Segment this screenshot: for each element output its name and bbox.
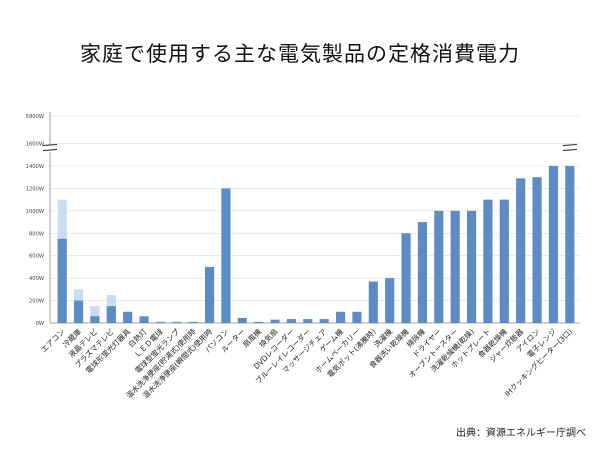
- y-tick-label: 1200W: [26, 186, 44, 192]
- bar: [73, 300, 84, 323]
- bar: [90, 316, 100, 323]
- bar: [532, 177, 542, 323]
- bar: [106, 306, 116, 323]
- bar: [123, 311, 133, 323]
- bar: [417, 222, 428, 323]
- y-tick-label: 1600W: [26, 142, 44, 148]
- y-tick-label: 0W: [36, 321, 44, 327]
- axis-break-line: [562, 149, 577, 151]
- bar: [466, 210, 477, 323]
- y-tick-label: 5800W: [26, 114, 44, 120]
- source-note: 出典：資源エネルギー庁調べ: [456, 428, 586, 439]
- bar: [352, 311, 362, 323]
- bar: [57, 238, 67, 323]
- bar: [450, 210, 460, 323]
- bar: [221, 188, 231, 323]
- bar: [188, 321, 198, 323]
- axis-break-line: [42, 144, 58, 146]
- gridlines: [50, 115, 580, 301]
- axis-break-line: [562, 144, 577, 146]
- bar: [401, 233, 411, 323]
- chart-title: 家庭で使用する主な電気製品の定格消費電力: [80, 42, 520, 66]
- bar: [237, 317, 247, 323]
- bar: [172, 321, 182, 323]
- bar: [155, 321, 166, 323]
- axis-break-gap: [562, 144, 577, 152]
- axis-break-bar: [562, 144, 577, 152]
- y-tick-label: 1000W: [26, 209, 44, 215]
- bar: [254, 321, 264, 323]
- bar: [319, 319, 329, 323]
- bar: [434, 210, 444, 323]
- axis-break-line: [42, 149, 58, 151]
- bar: [368, 281, 378, 323]
- bar: [385, 278, 395, 323]
- bar: [516, 178, 526, 323]
- bar: [565, 166, 575, 323]
- axis-break-gap: [43, 144, 57, 152]
- bar: [286, 319, 297, 323]
- bar: [499, 199, 509, 323]
- axes: [42, 112, 580, 324]
- axis-break-left: [42, 144, 58, 152]
- bar: [139, 316, 149, 323]
- y-tick-label: 800W: [29, 231, 44, 237]
- bar: [483, 199, 493, 323]
- y-tick-label: 200W: [29, 299, 44, 305]
- bar: [303, 319, 313, 323]
- y-tick-label: 600W: [29, 254, 44, 260]
- bar: [335, 311, 346, 323]
- y-tick-label: 400W: [29, 276, 44, 282]
- bar: [204, 266, 215, 323]
- bar: [548, 166, 559, 323]
- bars: [57, 166, 575, 323]
- y-tick-label: 1400W: [26, 164, 44, 170]
- bar-range: [90, 306, 100, 323]
- bar: [270, 319, 280, 323]
